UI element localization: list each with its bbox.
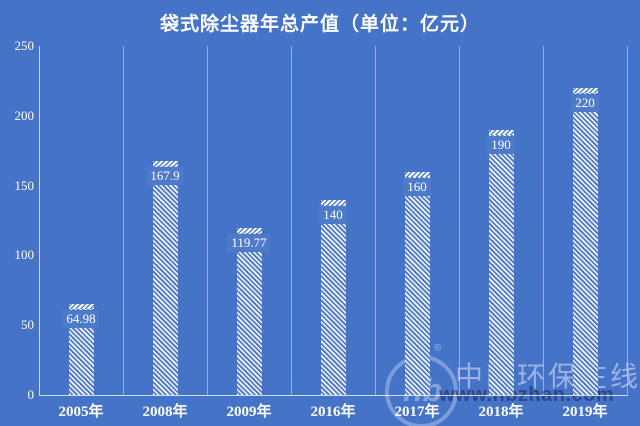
- x-axis-line: [39, 395, 628, 396]
- y-axis-line: [39, 46, 40, 395]
- y-tick-label: 250: [14, 38, 35, 53]
- bar: [404, 171, 430, 395]
- bar-value-label: 64.98: [62, 310, 100, 329]
- x-tick-label: 2019年: [562, 404, 608, 420]
- x-tick-label: 2008年: [142, 404, 188, 420]
- bar: [320, 199, 346, 395]
- x-tick-label: 2017年: [394, 404, 440, 420]
- bar-value-label: 167.9: [146, 166, 184, 185]
- gridline: [459, 46, 460, 395]
- bar: [236, 227, 262, 395]
- x-tick-label: 2005年: [58, 404, 104, 420]
- chart-title: 袋式除尘器年总产值（单位：亿元）: [159, 14, 480, 35]
- y-tick-label: 100: [14, 247, 35, 263]
- registered-trademark-icon: ®: [434, 343, 442, 354]
- bar-value-label: 140: [319, 205, 347, 224]
- y-tick-label: 200: [14, 107, 35, 123]
- x-tick-label: 2018年: [478, 404, 524, 420]
- bar-value-label: 160: [403, 177, 431, 196]
- x-tick-label: 2016年: [310, 404, 356, 420]
- bar-value-label: 190: [487, 135, 515, 154]
- bar: [488, 129, 514, 395]
- bar: [152, 160, 178, 395]
- watermark-site-name: 中国环保在线: [455, 361, 640, 392]
- y-tick-label: 0: [27, 387, 35, 402]
- gridline: [543, 46, 544, 395]
- gridline: [207, 46, 208, 395]
- x-tick-label: 2009年: [226, 404, 272, 420]
- gridline: [291, 46, 292, 395]
- gridline: [375, 46, 376, 395]
- y-tick-label: 50: [21, 317, 34, 333]
- y-tick-label: 150: [14, 177, 35, 193]
- gridline: [627, 46, 628, 395]
- gridline: [123, 46, 124, 395]
- bar-value-label: 220: [571, 93, 599, 112]
- bar: [572, 87, 598, 395]
- bar-value-label: 119.77: [227, 233, 271, 252]
